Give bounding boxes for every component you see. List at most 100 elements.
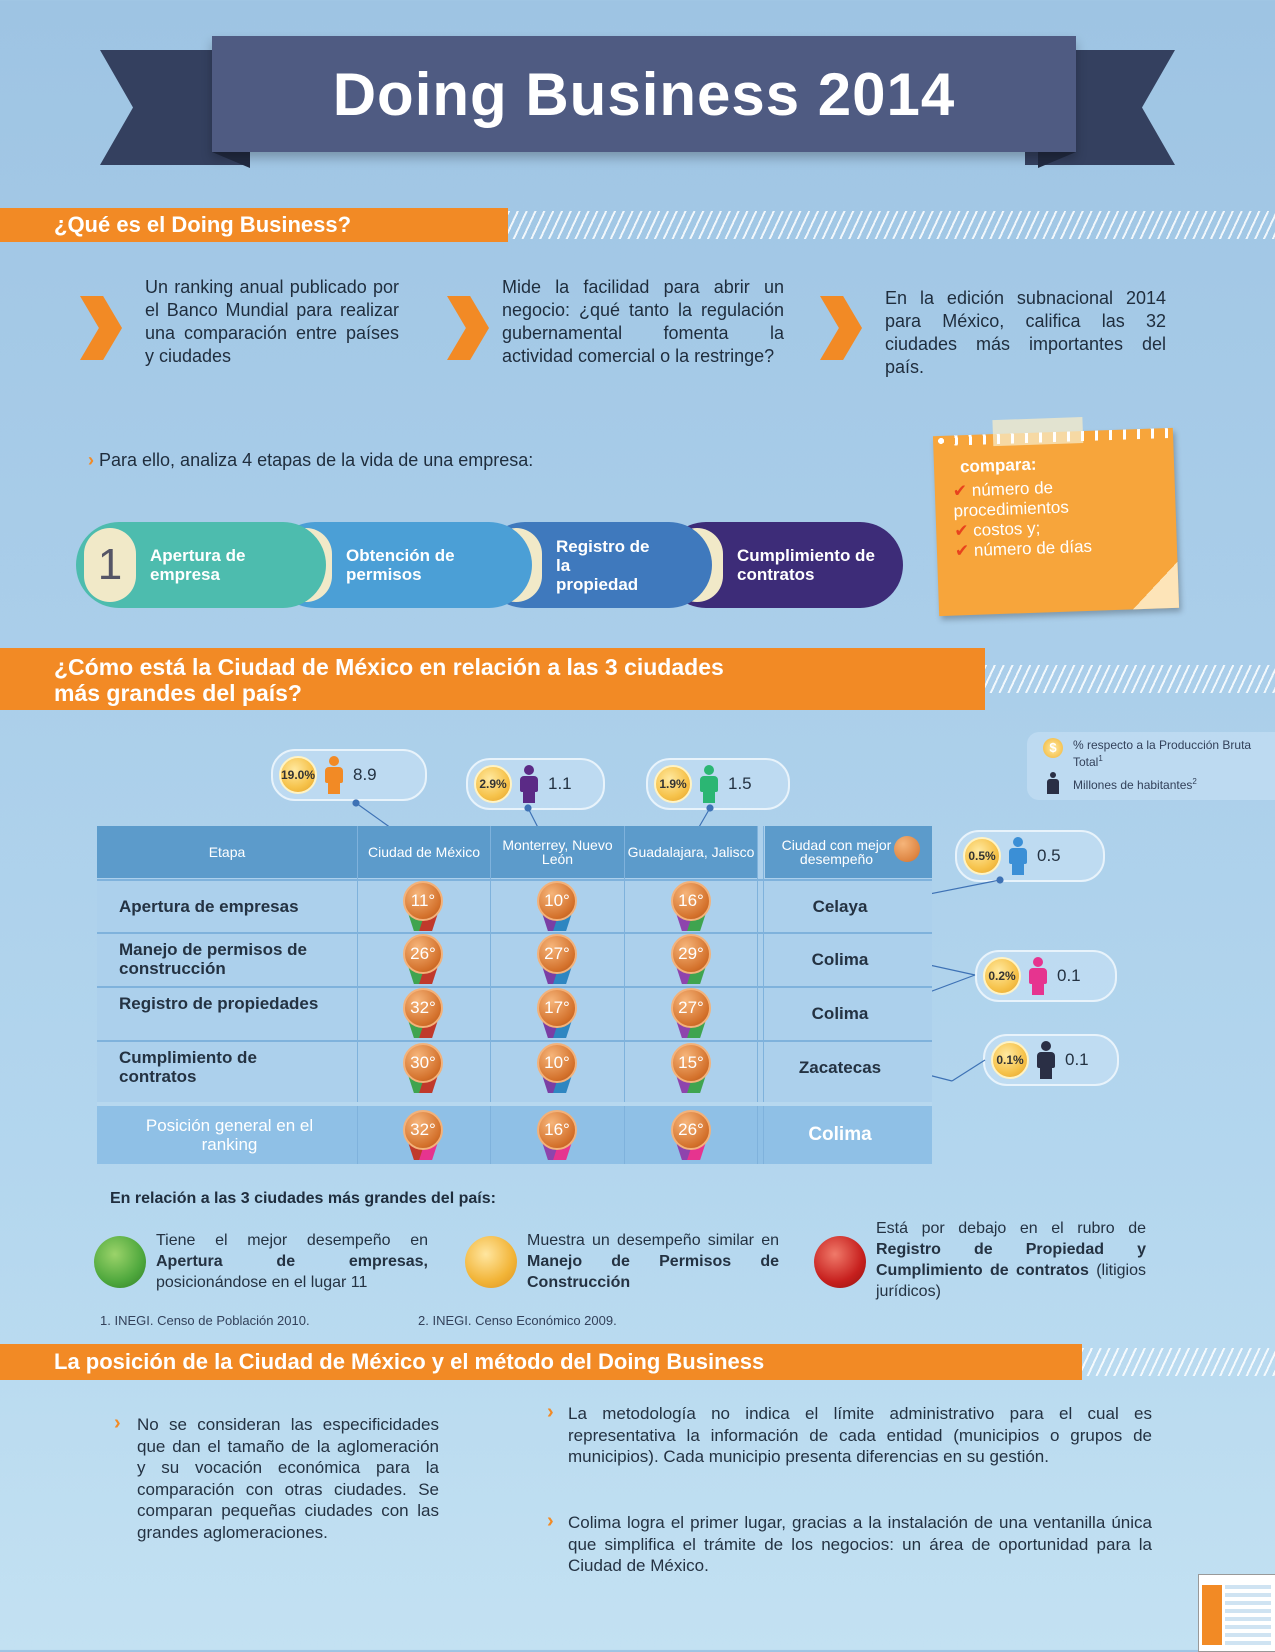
summary-item-2: Muestra un desempeño similar en Manejo d… — [527, 1232, 779, 1291]
medal-icon — [894, 836, 920, 862]
best-city-total: Colima — [808, 1124, 872, 1145]
table-row: Manejo de permisos de construcción Colima — [97, 932, 932, 988]
rank-value: 29° — [671, 934, 711, 974]
city-stat-bubble: 2.9% 1.1 — [466, 758, 605, 810]
population-value: 0.5 — [1037, 846, 1061, 865]
table-row: Registro de propiedades Colima — [97, 986, 932, 1042]
person-icon — [1027, 957, 1049, 995]
best-city: Zacatecas — [798, 1058, 882, 1077]
rank-value: 32° — [403, 988, 443, 1028]
column-divider — [624, 826, 625, 1164]
rank-medal: 10° — [537, 880, 577, 935]
rank-medal: 27° — [537, 934, 577, 988]
person-icon — [1007, 837, 1029, 875]
person-icon — [323, 756, 345, 794]
method-point-3: Colima logra el primer lugar, gracias a … — [568, 1513, 1152, 1575]
population-value: 8.9 — [353, 765, 377, 784]
rank-medal: 10° — [537, 1043, 577, 1097]
header-stage: Etapa — [97, 826, 357, 878]
stage-label: Registro de la propiedad — [556, 536, 650, 594]
rank-medal: 26° — [403, 934, 443, 988]
section-heading-text: La posición de la Ciudad de México y el … — [54, 1349, 765, 1374]
best-city: Colima — [811, 1004, 869, 1023]
gdp-share-coin: 0.5% — [963, 837, 1001, 875]
page-title: Doing Business 2014 — [332, 60, 956, 128]
rank-value: 11° — [403, 880, 443, 921]
legend: $ % respecto a la Producción Bruta Total… — [1027, 732, 1275, 800]
person-icon — [698, 765, 720, 803]
page-thumbnail — [1198, 1574, 1275, 1652]
intro-point-1: Un ranking anual publicado por el Banco … — [145, 277, 399, 366]
population-value: 0.1 — [1065, 1050, 1089, 1069]
rank-medal: 16° — [537, 1110, 577, 1164]
banner-fold-right — [1038, 152, 1076, 168]
rank-value: 16° — [537, 1110, 577, 1150]
population-value: 0.1 — [1057, 966, 1081, 985]
rank-medal: 32° — [403, 988, 443, 1042]
gdp-share-coin: 0.1% — [991, 1041, 1029, 1079]
method-point-2: La metodología no indica el límite admin… — [568, 1404, 1152, 1466]
bullet-chevron-icon: › — [114, 1412, 121, 1434]
summary-item-3: Está por debajo en el rubro de Registro … — [876, 1220, 1147, 1300]
section-heading-line: más grandes del país? — [54, 680, 302, 706]
column-divider — [763, 826, 764, 1164]
gdp-share-coin: 0.2% — [983, 957, 1021, 995]
person-icon — [518, 765, 540, 803]
stages-intro: › Para ello, analiza 4 etapas de la vida… — [88, 450, 533, 471]
summary-item-1: Tiene el mejor desempeño en Apertura de … — [156, 1232, 428, 1291]
rank-value: 10° — [537, 880, 577, 921]
total-label: Posición general en el ranking — [145, 1116, 314, 1154]
gdp-share-coin: 2.9% — [474, 765, 512, 803]
section-heading-text: ¿Qué es el Doing Business? — [54, 212, 352, 237]
method-point-1: No se consideran las especificidades que… — [137, 1415, 439, 1542]
stage-label: Cumplimiento de contratos — [737, 546, 875, 584]
rank-value: 26° — [671, 1110, 711, 1150]
city-stat-bubble: 0.2% 0.1 — [975, 950, 1117, 1002]
table-row: Apertura de empresas Celaya — [97, 879, 932, 934]
section-heading-line: ¿Cómo está la Ciudad de México en relaci… — [54, 654, 724, 680]
stages-intro-text: Para ello, analiza 4 etapas de la vida d… — [99, 450, 534, 470]
person-icon — [1035, 1041, 1057, 1079]
population-value: 1.5 — [728, 774, 752, 793]
legend-pop: Millones de habitantes2 — [1073, 777, 1197, 792]
footnote-1: 1. INEGI. Censo de Población 2010. — [100, 1313, 310, 1328]
column-divider — [357, 826, 358, 1164]
banner-fold-left — [212, 152, 250, 168]
rank-medal: 11° — [403, 880, 443, 935]
intro-point-2: Mide la facilidad para abrir un negocio:… — [502, 277, 784, 366]
rank-value: 16° — [671, 880, 711, 921]
total-row: Posición general en el ranking Colima — [97, 1106, 932, 1164]
rank-value: 27° — [537, 934, 577, 974]
rank-medal: 15° — [671, 1043, 711, 1097]
bullet-chevron-icon: › — [88, 450, 94, 470]
stage-1: 1 Apertura de empresa — [76, 522, 326, 608]
gdp-share-coin: 1.9% — [654, 765, 692, 803]
stage-label: Obtención de permisos — [346, 546, 455, 584]
footnote-2: 2. INEGI. Censo Económico 2009. — [418, 1313, 617, 1328]
rank-value: 17° — [537, 988, 577, 1028]
city-stat-bubble: 19.0% 8.9 — [271, 749, 427, 801]
header-guadalajara: Guadalajara, Jalisco — [625, 826, 757, 878]
person-icon — [1047, 772, 1059, 794]
intro-point-3: En la edición subnacional 2014 para Méxi… — [885, 288, 1166, 377]
section-heading-what-is: ¿Qué es el Doing Business? — [0, 208, 508, 242]
row-label: Registro de propiedades — [119, 994, 319, 1013]
summary-title: En relación a las 3 ciudades más grandes… — [110, 1190, 496, 1207]
rank-medal: 27° — [671, 988, 711, 1042]
row-label: Apertura de empresas — [119, 897, 299, 916]
stage-label: Apertura de empresa — [150, 546, 246, 584]
section-heading-comparison: ¿Cómo está la Ciudad de México en relaci… — [0, 648, 985, 710]
row-label: Cumplimiento de contratos — [119, 1048, 257, 1086]
rank-medal: 26° — [671, 1110, 711, 1164]
legend-gdp: % respecto a la Producción Bruta Total1 — [1073, 738, 1252, 769]
column-divider — [490, 826, 491, 1164]
row-label: Manejo de permisos de construcción — [119, 940, 307, 978]
city-stat-bubble: 1.9% 1.5 — [646, 758, 790, 810]
column-divider — [757, 826, 758, 1164]
rank-value: 30° — [403, 1043, 443, 1083]
rank-medal: 30° — [403, 1043, 443, 1097]
hatch-decoration — [508, 211, 1275, 239]
stage-number: 1 — [84, 528, 136, 602]
gdp-share-coin: 19.0% — [279, 756, 317, 794]
bullet-chevron-icon: › — [547, 1510, 554, 1532]
